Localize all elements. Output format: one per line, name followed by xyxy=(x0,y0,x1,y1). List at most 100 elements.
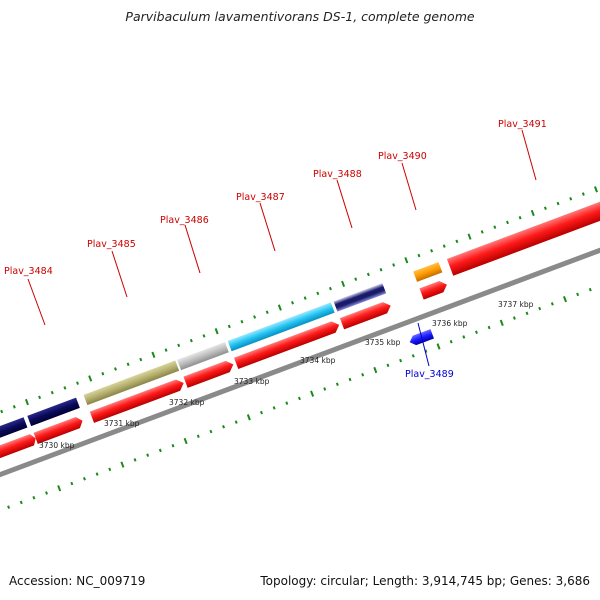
scale-tick-mark xyxy=(222,425,226,429)
scale-label-3736: 3736 kbp xyxy=(432,319,468,328)
scale-tick-mark xyxy=(310,390,315,397)
leader-3488 xyxy=(336,179,353,229)
upper-tick-mark xyxy=(379,267,383,272)
upper-tick-mark xyxy=(442,244,446,248)
leader-3486 xyxy=(184,224,201,274)
upper-tick-mark xyxy=(417,253,421,258)
upper-tick-mark xyxy=(151,351,156,358)
upper-tick-mark xyxy=(366,272,370,277)
cog-bar-3490 xyxy=(413,262,443,282)
scale-tick-mark xyxy=(386,363,390,368)
leader-3491 xyxy=(521,129,537,181)
cds-arrow-3491 xyxy=(446,186,600,276)
upper-tick-mark xyxy=(114,367,117,371)
scale-tick-mark xyxy=(348,377,352,382)
gene-label-3491: Plav_3491 xyxy=(498,119,547,130)
scale-tick-mark xyxy=(475,330,478,334)
scale-tick-mark xyxy=(196,434,200,439)
upper-tick-mark xyxy=(530,209,535,217)
upper-tick-mark xyxy=(594,186,598,193)
upper-tick-mark xyxy=(354,277,358,281)
cds-arrow-3486 xyxy=(183,360,234,388)
scale-label-3737: 3737 kbp xyxy=(498,300,534,309)
upper-tick-mark xyxy=(24,398,29,406)
upper-tick-mark xyxy=(404,257,409,264)
scale-tick-mark xyxy=(335,382,339,387)
scale-tick-mark xyxy=(260,410,263,415)
upper-tick-mark xyxy=(316,291,320,296)
scale-tick-mark xyxy=(7,505,11,509)
scale-tick-mark xyxy=(462,335,466,339)
scale-tick-mark xyxy=(171,443,175,448)
cog-bar-3485 xyxy=(83,360,180,406)
scale-tick-mark xyxy=(246,414,251,421)
upper-tick-mark xyxy=(480,230,484,234)
scale-tick-mark xyxy=(209,429,213,434)
upper-tick-mark xyxy=(101,371,105,376)
upper-tick-mark xyxy=(227,324,231,329)
upper-tick-mark xyxy=(12,405,16,409)
scale-tick-mark xyxy=(449,339,453,344)
cog-bar-3483 xyxy=(0,417,28,442)
scale-tick-mark xyxy=(32,495,36,500)
scale-tick-row xyxy=(7,287,592,509)
leader-3490 xyxy=(401,162,417,211)
scale-tick-mark xyxy=(57,485,62,492)
leader-3484 xyxy=(27,278,46,326)
scale-tick-mark xyxy=(70,481,74,486)
scale-tick-mark xyxy=(512,316,516,320)
genome-stats-text: Topology: circular; Length: 3,914,745 bp… xyxy=(260,574,590,588)
upper-tick-mark xyxy=(328,286,332,291)
upper-tick-mark xyxy=(493,225,497,229)
upper-tick-mark xyxy=(0,409,4,414)
upper-tick-mark xyxy=(76,381,80,385)
scale-tick-mark xyxy=(487,325,491,330)
upper-tick-mark xyxy=(518,215,522,220)
scale-tick-mark xyxy=(285,401,289,405)
scale-tick-mark xyxy=(525,311,529,316)
gene-label-3488: Plav_3488 xyxy=(313,169,362,180)
scale-tick-mark xyxy=(83,477,86,481)
upper-tick-mark xyxy=(214,328,219,335)
upper-tick-mark xyxy=(291,301,294,305)
scale-tick-mark xyxy=(588,287,592,292)
cds-arrow-3489 xyxy=(409,329,434,346)
upper-tick-mark xyxy=(240,319,244,324)
upper-tick-mark xyxy=(139,357,143,362)
scale-tick-mark xyxy=(576,292,580,297)
upper-tick-mark xyxy=(556,201,560,206)
upper-tick-mark xyxy=(341,280,346,288)
scale-tick-mark xyxy=(562,295,567,303)
upper-tick-mark xyxy=(277,304,282,311)
cds-arrow-3484 xyxy=(33,416,83,444)
scale-label-3734: 3734 kbp xyxy=(300,356,336,365)
gene-label-3490: Plav_3490 xyxy=(378,151,427,162)
cog-bar-3487 xyxy=(227,302,335,352)
upper-tick-mark xyxy=(430,249,434,253)
cog-bar-3484 xyxy=(27,397,80,427)
upper-tick-mark xyxy=(189,338,193,343)
upper-tick-row xyxy=(0,186,598,414)
scale-tick-mark xyxy=(323,387,327,391)
leader-3487 xyxy=(259,202,276,252)
scale-tick-mark xyxy=(120,461,125,468)
scale-tick-mark xyxy=(361,373,365,377)
scale-label-3730: 3730 kbp xyxy=(39,441,75,450)
upper-tick-mark xyxy=(581,192,585,196)
upper-tick-mark xyxy=(303,296,307,300)
cog-bar-3488 xyxy=(333,283,387,312)
upper-tick-mark xyxy=(50,390,54,395)
cds-arrow-3488 xyxy=(339,302,391,330)
upper-tick-mark xyxy=(164,348,168,352)
scale-tick-mark xyxy=(272,406,276,410)
cds-arrow-3485 xyxy=(89,379,184,423)
scale-tick-mark xyxy=(373,366,378,374)
cds-arrow-3490 xyxy=(419,281,447,300)
scale-tick-mark xyxy=(297,396,301,401)
scale-tick-mark xyxy=(158,448,162,453)
scale-label-3731: 3731 kbp xyxy=(104,419,140,428)
gene-label-3486: Plav_3486 xyxy=(160,215,209,226)
upper-tick-mark xyxy=(392,263,396,267)
